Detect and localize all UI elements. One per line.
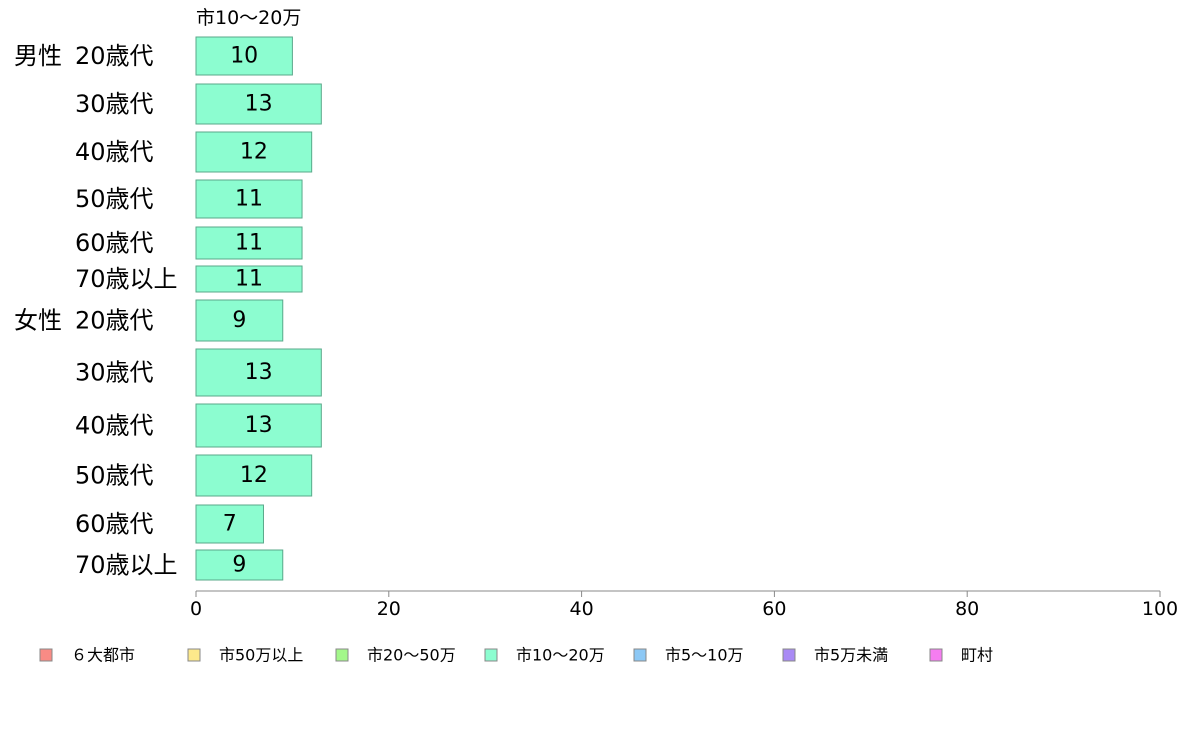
bar [195,348,322,397]
bar [195,83,322,125]
x-tick-label: 60 [762,598,786,620]
group-label: 女性 [14,307,62,335]
bar [195,299,284,342]
data-label: 13 [245,92,273,117]
x-tick-label: 100 [1142,598,1178,620]
series-header: 市10〜20万 [196,7,301,29]
x-tick-label: 20 [377,598,401,620]
bar [195,131,313,173]
legend-swatch [335,648,349,662]
legend-swatch [187,648,201,662]
category-label: 50歳代 [75,185,154,213]
data-label: 11 [235,231,263,256]
category-label: 60歳代 [75,510,154,538]
category-label: 30歳代 [75,90,154,118]
category-label: 70歳以上 [75,265,178,293]
legend-item-label: 市10〜20万 [516,646,605,665]
data-label: 11 [235,267,263,292]
category-label: 20歳代 [75,307,154,335]
data-label: 10 [230,44,258,69]
data-label: 13 [245,413,273,438]
category-label: 20歳代 [75,42,154,70]
legend-swatch [39,648,53,662]
category-label: 40歳代 [75,412,154,440]
x-tick-label: 40 [570,598,594,620]
category-label: 30歳代 [75,359,154,387]
bar [195,265,303,293]
category-label: 60歳代 [75,229,154,257]
data-label: 9 [232,308,246,333]
group-label: 男性 [14,42,62,70]
legend-swatch [782,648,796,662]
bar [195,454,313,497]
x-tick-label: 0 [190,598,202,620]
bars-layer: 男性 20歳代 10 30歳代 13 40歳代 12 50歳代 11 60歳代 11 70歳以上 11 女… [14,36,322,581]
legend-swatch [484,648,498,662]
data-label: 7 [223,512,237,537]
data-label: 13 [245,360,273,385]
category-label: 50歳代 [75,462,154,490]
bar [195,226,303,260]
x-axis: 0 20 40 60 80 100 [190,590,1178,620]
legend-swatch [929,648,943,662]
legend-item-label: 市50万以上 [219,646,303,665]
legend: ６大都市 市50万以上 市20〜50万 市10〜20万 市5〜10万 市5万未満 町村 [39,646,993,665]
x-tick-label: 80 [955,598,979,620]
bar [195,36,293,76]
data-label: 9 [232,553,246,578]
legend-item-label: 町村 [961,646,993,665]
category-label: 40歳代 [75,138,154,166]
bar [195,504,264,544]
data-label: 11 [235,187,263,212]
legend-item-label: 市20〜50万 [367,646,456,665]
bar [195,549,284,581]
data-label: 12 [240,140,268,165]
bar [195,179,303,219]
legend-swatch [633,648,647,662]
legend-item-label: 市5〜10万 [665,646,744,665]
legend-item-label: 市5万未満 [814,646,888,665]
category-label: 70歳以上 [75,551,178,579]
data-label: 12 [240,463,268,488]
bar [195,403,322,448]
legend-item-label: ６大都市 [71,646,135,665]
